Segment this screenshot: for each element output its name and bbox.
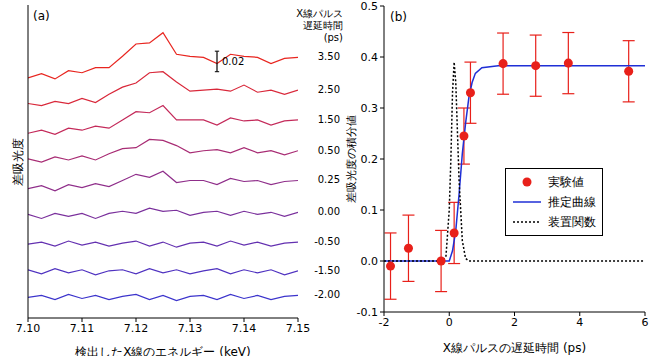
- svg-text:7.13: 7.13: [178, 322, 203, 335]
- svg-text:0.4: 0.4: [361, 51, 379, 64]
- svg-text:0.02: 0.02: [222, 56, 244, 67]
- svg-text:7.15: 7.15: [286, 322, 311, 335]
- html-text:実験値: 実験値: [548, 174, 584, 189]
- svg-text:0.0: 0.0: [361, 255, 379, 268]
- svg-text:差吸光度の積分値: 差吸光度の積分値: [345, 115, 358, 203]
- svg-text:0.50: 0.50: [318, 145, 340, 156]
- html-text:遅延時間: 遅延時間: [303, 20, 343, 31]
- svg-text:-0.1: -0.1: [357, 306, 378, 319]
- svg-text:4: 4: [576, 316, 583, 329]
- svg-text:7.11: 7.11: [70, 322, 95, 335]
- svg-text:0.3: 0.3: [361, 102, 379, 115]
- html-text:装置関数: 装置関数: [548, 214, 596, 229]
- html-text:推定曲線: 推定曲線: [548, 194, 596, 209]
- svg-text:2.50: 2.50: [318, 84, 340, 95]
- svg-text:7.12: 7.12: [124, 322, 149, 335]
- svg-text:0.25: 0.25: [318, 174, 340, 185]
- svg-text:7.10: 7.10: [16, 322, 41, 335]
- html-text:(a): (a): [33, 9, 50, 23]
- svg-text:-2: -2: [379, 316, 390, 329]
- html-text:(b): (b): [390, 10, 407, 24]
- svg-text:-1.50: -1.50: [314, 265, 340, 276]
- html-text:X線パルス: X線パルス: [296, 8, 343, 19]
- svg-text:-2.00: -2.00: [314, 289, 340, 300]
- html-text:(ps): (ps): [323, 32, 343, 43]
- svg-text:0.00: 0.00: [318, 206, 340, 217]
- svg-text:7.14: 7.14: [232, 322, 257, 335]
- svg-text:1.50: 1.50: [318, 114, 340, 125]
- svg-text:-0.50: -0.50: [314, 236, 340, 247]
- svg-text:差吸光度: 差吸光度: [11, 138, 25, 186]
- svg-text:3.50: 3.50: [318, 51, 340, 62]
- svg-text:0.5: 0.5: [361, 0, 379, 13]
- svg-text:検出したX線のエネルギー (keV): 検出したX線のエネルギー (keV): [75, 345, 251, 356]
- svg-text:0.1: 0.1: [361, 204, 379, 217]
- svg-text:6: 6: [642, 316, 643, 329]
- svg-text:2: 2: [511, 316, 518, 329]
- svg-text:X線パルスの遅延時間 (ps): X線パルスの遅延時間 (ps): [443, 341, 586, 355]
- svg-text:0: 0: [446, 316, 453, 329]
- svg-text:0.2: 0.2: [361, 153, 379, 166]
